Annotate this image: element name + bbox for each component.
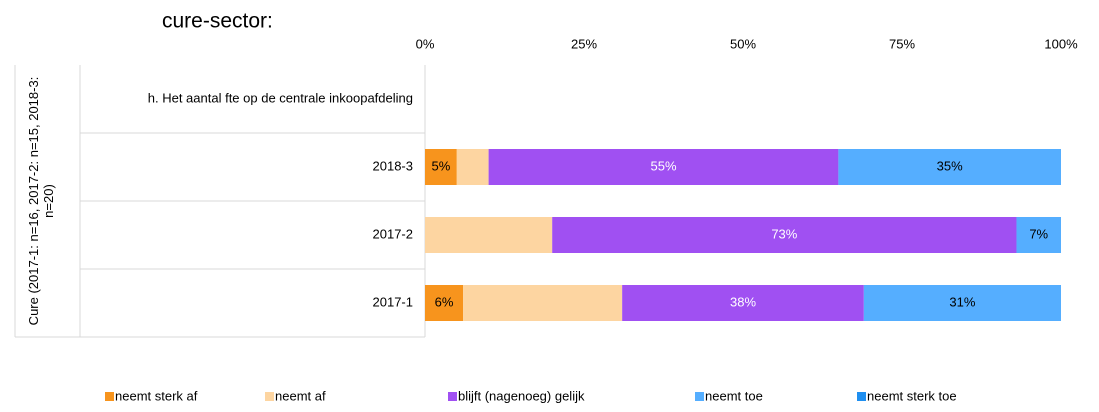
x-tick-label: 0% [416, 36, 435, 51]
group-label: Cure (2017-1: n=16, 2017-2: n=15, 2018-3… [26, 76, 56, 326]
data-label: 35% [937, 158, 963, 173]
data-label: 31% [949, 294, 975, 309]
bar-segment [425, 149, 457, 185]
legend-label: blijft (nagenoeg) gelijk [458, 388, 585, 403]
data-label: 38% [730, 294, 756, 309]
legend-label: neemt sterk af [115, 388, 198, 403]
bar-segment [463, 285, 623, 321]
legend-swatch [857, 392, 866, 401]
data-label: 5% [432, 158, 451, 173]
bar-segment [622, 285, 864, 321]
y-tick-label: h. Het aantal fte op de centrale inkoopa… [148, 90, 413, 105]
bar-segment [425, 217, 553, 253]
data-label: 55% [650, 158, 676, 173]
y-tick-label: 2017-2 [373, 226, 413, 241]
legend-swatch [105, 392, 114, 401]
bar-segment [488, 149, 839, 185]
data-label: 6% [435, 294, 454, 309]
legend-swatch [695, 392, 704, 401]
legend-label: neemt sterk toe [867, 388, 957, 403]
y-tick-label: 2018-3 [373, 158, 413, 173]
chart-title: cure-sector: [162, 10, 273, 33]
legend-swatch [448, 392, 457, 401]
legend-label: neemt af [275, 388, 326, 403]
data-label: 73% [771, 226, 797, 241]
bar-segment [552, 217, 1017, 253]
x-tick-label: 75% [889, 36, 915, 51]
bar-segment [863, 285, 1061, 321]
bar-segment [456, 149, 489, 185]
x-tick-label: 25% [571, 36, 597, 51]
data-label: 7% [1029, 226, 1048, 241]
x-tick-label: 100% [1044, 36, 1078, 51]
y-tick-label: 2017-1 [373, 294, 413, 309]
bar-segment [1016, 217, 1061, 253]
legend-swatch [265, 392, 274, 401]
legend-label: neemt toe [705, 388, 763, 403]
bar-segment [425, 285, 464, 321]
bar-segment [838, 149, 1061, 185]
x-tick-label: 50% [730, 36, 756, 51]
